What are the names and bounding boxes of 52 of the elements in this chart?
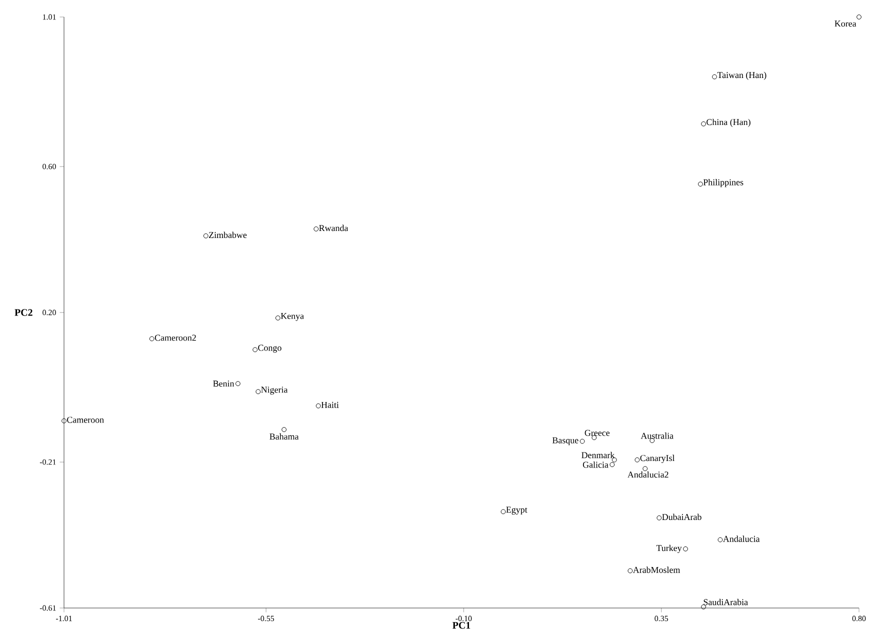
point bbox=[683, 546, 688, 552]
annotation: Andalucia bbox=[723, 536, 760, 542]
annotation: Greece bbox=[584, 430, 610, 436]
point bbox=[275, 316, 280, 320]
point bbox=[203, 233, 208, 238]
annotation: Cameroon2 bbox=[154, 334, 196, 341]
annotation: Haiti bbox=[321, 402, 339, 408]
annotation: Australia bbox=[640, 432, 674, 439]
annotation: China (Han) bbox=[706, 118, 750, 127]
point bbox=[856, 14, 862, 20]
annotation: DubaiArab bbox=[662, 514, 702, 520]
annotation: Basque bbox=[552, 437, 578, 446]
point bbox=[698, 182, 703, 187]
annotation: Bahama bbox=[270, 433, 299, 440]
annotation: CanaryIsl bbox=[640, 454, 675, 463]
annotation: Korea bbox=[834, 20, 856, 27]
annotation: Philippines bbox=[703, 179, 744, 188]
point bbox=[634, 457, 640, 462]
annotation: ArabMoslem bbox=[632, 566, 680, 573]
annotation: Taiwan (Han) bbox=[717, 72, 766, 80]
point bbox=[149, 336, 154, 342]
point bbox=[656, 515, 662, 520]
point bbox=[718, 537, 723, 542]
point bbox=[500, 509, 506, 514]
point bbox=[701, 121, 706, 126]
annotation: Zimbabwe bbox=[208, 232, 247, 238]
annotation: Rwanda bbox=[319, 224, 348, 232]
annotation: Kenya bbox=[280, 313, 304, 321]
annotation: Turkey bbox=[656, 544, 682, 553]
annotation: Nigeria bbox=[261, 386, 288, 395]
annotation: Cameroon bbox=[67, 416, 104, 423]
point bbox=[712, 74, 717, 80]
annotation: Denmark bbox=[582, 452, 615, 458]
point bbox=[235, 381, 240, 386]
annotation: Congo bbox=[258, 344, 282, 353]
point bbox=[642, 466, 648, 472]
annotation: Galicia bbox=[582, 461, 608, 468]
annotation: Andalucia2 bbox=[628, 471, 668, 478]
x-axis-title: PC1 bbox=[452, 622, 470, 629]
annotation: Benin bbox=[213, 380, 234, 387]
point bbox=[610, 462, 615, 468]
annotation: Egypt bbox=[506, 506, 528, 515]
point bbox=[628, 568, 633, 574]
point bbox=[316, 403, 321, 408]
point bbox=[580, 438, 585, 444]
point bbox=[62, 418, 66, 424]
annotation: SaudiArabia bbox=[704, 598, 748, 606]
y-axis-title: PC2 bbox=[14, 309, 32, 316]
point bbox=[314, 226, 319, 232]
point bbox=[282, 427, 287, 432]
point bbox=[252, 347, 258, 352]
point bbox=[256, 389, 261, 394]
